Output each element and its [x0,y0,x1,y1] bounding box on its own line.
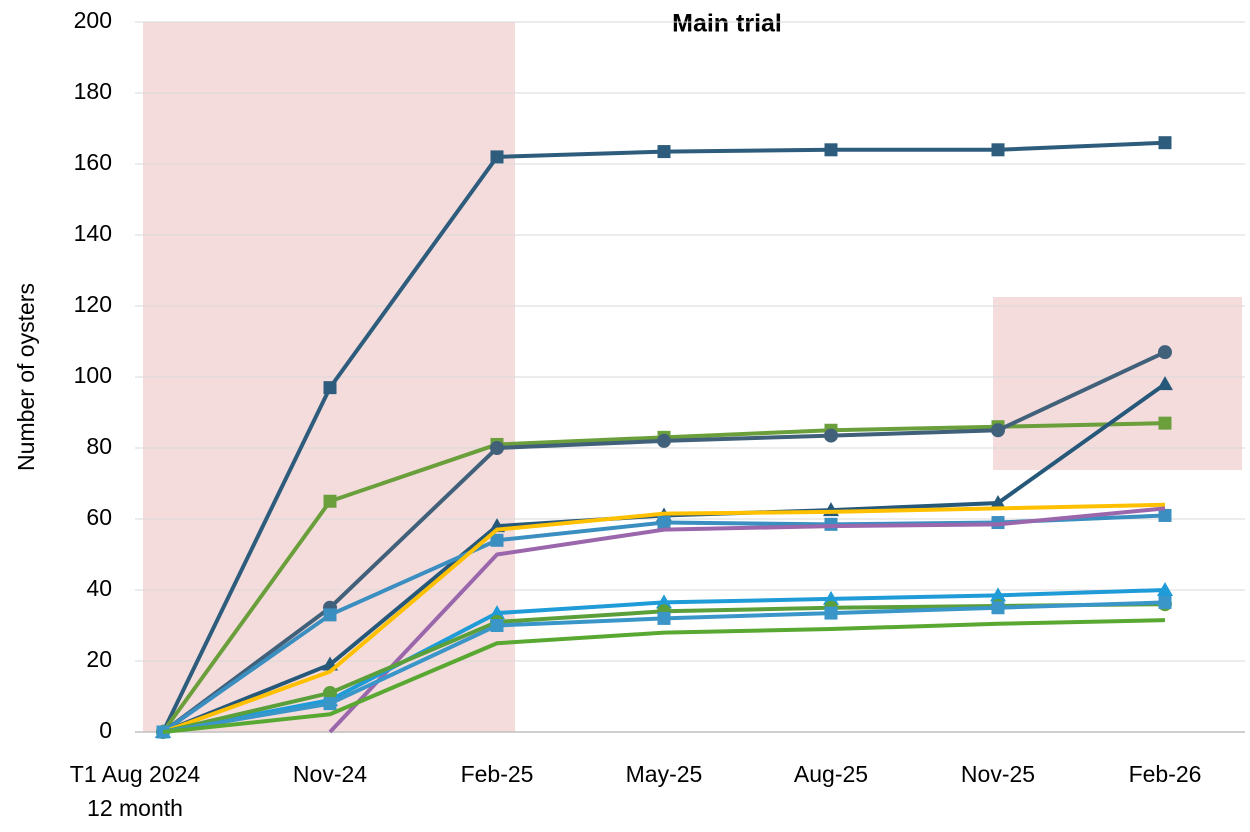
marker [323,381,337,395]
marker [1158,345,1172,360]
marker [1158,136,1172,150]
marker [323,685,337,700]
shaded-region [993,297,1242,470]
x-tick-label: Feb-26 [1128,761,1202,787]
marker [990,495,1006,510]
marker [490,150,504,164]
series-line [328,506,1166,734]
x-tick-label: Nov-25 [960,761,1036,787]
marker [657,611,671,625]
marker [657,516,671,530]
y-tick-label: 100 [74,362,112,388]
marker [323,697,337,711]
y-axis-label: Number of oysters [13,283,39,471]
x-tick-label: T1 Aug 2024 12 month [69,761,201,821]
marker [657,145,671,159]
marker [657,433,671,448]
series-line [162,502,1166,734]
marker [991,423,1005,438]
marker [490,619,504,632]
marker [824,606,838,620]
y-tick-label: 20 [86,646,112,672]
marker [656,594,672,609]
marker [489,605,505,620]
marker [323,494,337,508]
y-tick-label: 120 [74,291,112,317]
marker [323,608,337,622]
marker [991,143,1005,157]
y-tick-label: 80 [86,433,112,459]
marker [824,428,838,443]
series-line [162,618,1166,734]
y-tick-label: 40 [86,575,112,601]
y-tick-label: 160 [74,149,112,175]
x-tick-label: Nov-24 [292,761,368,787]
y-tick-label: 180 [74,78,112,104]
marker [824,143,838,157]
marker [490,533,504,547]
x-tick-label: Feb-25 [460,761,534,787]
marker [823,590,839,605]
marker [1158,595,1172,609]
chart-title: Main trial [672,10,782,38]
y-tick-label: 60 [86,504,112,530]
x-tick-label: Aug-25 [793,761,869,787]
marker [990,587,1006,602]
marker [1157,582,1173,596]
y-tick-label: 140 [74,220,112,246]
y-tick-label: 200 [74,7,112,33]
marker [991,601,1005,615]
marker [1158,508,1172,522]
marker [490,441,504,455]
marker [1158,416,1172,430]
y-tick-label: 0 [99,717,112,743]
x-tick-label: May-25 [625,761,703,787]
marker [1157,376,1173,391]
